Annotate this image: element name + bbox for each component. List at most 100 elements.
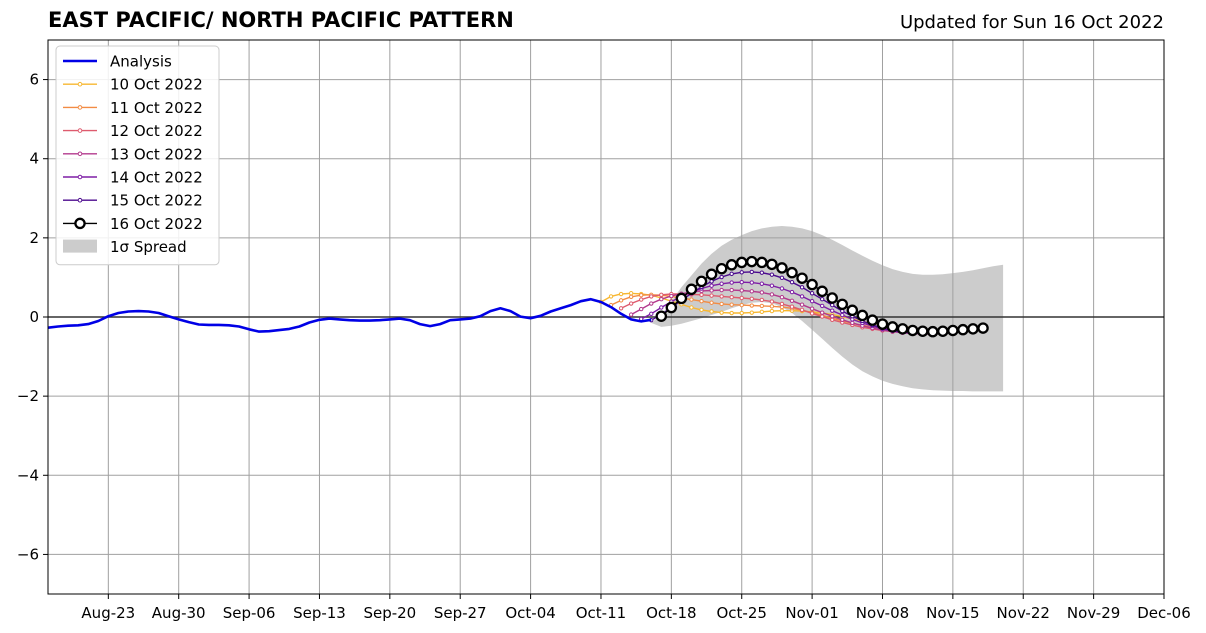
forecast-point xyxy=(769,292,775,297)
chart-title: EAST PACIFIC/ NORTH PACIFIC PATTERN xyxy=(48,8,514,32)
forecast-point xyxy=(618,306,624,311)
forecast-point xyxy=(789,289,795,295)
forecast-point xyxy=(819,296,825,302)
forecast-point xyxy=(749,303,754,308)
forecast-point xyxy=(649,301,654,306)
forecast-point xyxy=(779,301,785,307)
forecast-point xyxy=(769,299,775,304)
forecast-point xyxy=(789,298,795,303)
legend-marker xyxy=(77,105,83,110)
legend-label: 14 Oct 2022 xyxy=(110,169,203,187)
x-tick-label: Oct-04 xyxy=(505,604,555,622)
legend-marker xyxy=(77,128,83,133)
forecast-point xyxy=(957,323,969,336)
y-tick-label: 2 xyxy=(29,229,39,247)
forecast-point xyxy=(896,323,909,335)
forecast-point xyxy=(830,308,835,313)
forecast-point xyxy=(836,298,849,311)
forecast-point xyxy=(856,309,869,322)
legend-label: 15 Oct 2022 xyxy=(110,192,203,210)
y-tick-label: −6 xyxy=(17,545,39,563)
forecast-point xyxy=(699,292,704,298)
forecast-point xyxy=(789,279,795,285)
forecast-point xyxy=(739,279,744,285)
forecast-point xyxy=(830,302,835,308)
forecast-point xyxy=(967,323,979,335)
forecast-point xyxy=(759,297,765,303)
forecast-point xyxy=(759,270,765,275)
forecast-point xyxy=(659,296,664,302)
x-tick-label: Oct-25 xyxy=(717,604,767,622)
forecast-point xyxy=(659,292,664,298)
x-tick-label: Nov-29 xyxy=(1067,604,1120,622)
x-tick-label: Aug-23 xyxy=(81,604,135,622)
forecast-point xyxy=(769,283,775,288)
forecast-point xyxy=(749,296,754,301)
forecast-point xyxy=(729,302,734,307)
forecast-point xyxy=(735,256,748,269)
forecast-point xyxy=(739,302,744,308)
forecast-point xyxy=(709,293,714,298)
y-tick-label: −2 xyxy=(17,387,39,405)
forecast-point xyxy=(729,271,734,277)
legend-label: 10 Oct 2022 xyxy=(110,76,203,94)
forecast-point xyxy=(739,270,744,275)
forecast-point xyxy=(628,301,634,306)
forecast-point xyxy=(729,295,734,300)
y-axis-ticks: −6 −4 −2 0 2 4 6 xyxy=(17,71,48,563)
forecast-point xyxy=(769,308,775,314)
forecast-point xyxy=(669,293,674,299)
forecast-point xyxy=(675,292,688,305)
forecast-point xyxy=(886,321,899,333)
x-tick-label: Sep-06 xyxy=(223,604,276,622)
forecast-point xyxy=(947,324,959,337)
forecast-point xyxy=(749,269,754,275)
forecast-point xyxy=(769,304,775,309)
forecast-point xyxy=(638,297,644,302)
forecast-point xyxy=(977,322,989,334)
forecast-point xyxy=(799,285,805,290)
forecast-point xyxy=(719,287,724,293)
legend-label: 12 Oct 2022 xyxy=(110,122,203,140)
forecast-point xyxy=(937,325,949,337)
forecast-point xyxy=(709,279,714,284)
forecast-point xyxy=(830,317,835,322)
x-tick-label: Dec-06 xyxy=(1137,604,1191,622)
forecast-point xyxy=(729,287,734,293)
forecast-point xyxy=(649,294,654,299)
x-tick-label: Oct-18 xyxy=(646,604,696,622)
forecast-point xyxy=(799,302,805,307)
x-tick-label: Nov-22 xyxy=(997,604,1050,622)
forecast-point xyxy=(719,281,724,286)
forecast-point xyxy=(806,278,818,291)
forecast-point xyxy=(819,310,825,315)
forecast-point xyxy=(850,320,855,326)
y-tick-label: 6 xyxy=(29,71,39,89)
forecast-point xyxy=(719,294,724,299)
forecast-point xyxy=(779,275,785,281)
forecast-point xyxy=(739,295,744,301)
forecast-point xyxy=(699,298,704,304)
forecast-point xyxy=(799,294,805,299)
forecast-point xyxy=(628,291,634,296)
forecast-point xyxy=(608,294,614,299)
forecast-point xyxy=(809,291,815,296)
forecast-point xyxy=(709,288,714,293)
forecast-point xyxy=(916,325,929,337)
forecast-point xyxy=(659,305,664,310)
forecast-point xyxy=(759,281,765,286)
legend-marker xyxy=(74,217,86,230)
forecast-point xyxy=(819,303,825,309)
analysis-line xyxy=(47,297,652,333)
forecast-point xyxy=(759,290,765,295)
forecast-point xyxy=(695,275,708,288)
forecast-point xyxy=(638,293,644,298)
x-tick-label: Nov-01 xyxy=(785,604,838,622)
forecast-point xyxy=(638,306,644,312)
chart-updated-date: Updated for Sun 16 Oct 2022 xyxy=(899,12,1164,33)
legend-marker xyxy=(77,151,83,157)
forecast-point xyxy=(746,255,758,268)
forecast-point xyxy=(906,324,919,337)
forecast-point xyxy=(786,266,798,279)
